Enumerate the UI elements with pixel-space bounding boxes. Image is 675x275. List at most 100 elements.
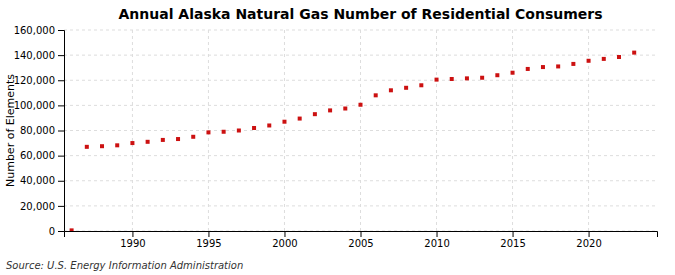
tick-mark: [58, 131, 64, 132]
tick-label: 2000: [272, 238, 297, 249]
tick-label: 1990: [120, 238, 145, 249]
tick: 140,000: [14, 50, 64, 61]
tick: 120,000: [14, 75, 64, 86]
point: [298, 117, 302, 121]
tick: 0: [49, 226, 64, 237]
grid-line: [512, 30, 513, 231]
tick-mark: [58, 30, 64, 31]
point: [602, 57, 606, 61]
point: [511, 71, 515, 75]
tick-label: 20,000: [20, 201, 55, 212]
point: [389, 88, 393, 92]
point: [252, 126, 256, 130]
point: [571, 62, 575, 66]
tick-mark: [58, 105, 64, 106]
tick-mark: [58, 55, 64, 56]
tick: 2005: [348, 231, 373, 249]
tick-mark: [58, 231, 64, 232]
point: [70, 228, 74, 231]
point: [632, 51, 636, 55]
tick: 160,000: [14, 25, 64, 36]
grid-line: [64, 80, 657, 81]
tick-label: 2020: [576, 238, 601, 249]
tick: 2020: [576, 231, 601, 249]
point: [495, 73, 499, 77]
tick-label: 2010: [424, 238, 449, 249]
point: [374, 93, 378, 97]
point: [556, 64, 560, 68]
point: [161, 138, 165, 142]
point: [343, 107, 347, 111]
point: [465, 76, 469, 80]
y-axis-title: Number of Elements: [4, 74, 17, 187]
grid-line: [284, 30, 285, 231]
point: [617, 55, 621, 59]
grid-line: [64, 30, 657, 31]
tick-mark: [361, 231, 362, 237]
point: [237, 129, 241, 133]
point: [130, 141, 134, 145]
point: [480, 76, 484, 80]
plot: 1990 1995 2000 2005 2010 2015 2020 0 20,000 40,00…: [14, 25, 658, 249]
tick-label: 2015: [500, 238, 525, 249]
x-axis: 1990 1995 2000 2005 2010 2015 2020: [65, 231, 658, 249]
tick: 40,000: [20, 175, 64, 186]
tick: 1990: [120, 231, 145, 249]
tick-mark: [58, 181, 64, 182]
point: [222, 130, 226, 134]
grid-line: [64, 155, 657, 156]
tick-label: 100,000: [14, 100, 55, 111]
x-axis-line: [65, 232, 658, 238]
point: [450, 77, 454, 81]
point: [404, 86, 408, 90]
point: [267, 123, 271, 127]
tick-label: 140,000: [14, 50, 55, 61]
tick: 2010: [424, 231, 449, 249]
tick-mark: [589, 231, 590, 237]
point: [100, 144, 104, 148]
point: [359, 103, 363, 107]
grid-line: [64, 130, 657, 131]
point: [115, 143, 119, 147]
point: [526, 67, 530, 71]
tick: 100,000: [14, 100, 64, 111]
point: [176, 137, 180, 141]
point: [191, 135, 195, 139]
y-axis-line: [58, 31, 65, 232]
tick-label: 120,000: [14, 75, 55, 86]
tick-mark: [58, 80, 64, 81]
tick-label: 0: [49, 226, 55, 237]
tick-label: 2005: [348, 238, 373, 249]
tick-mark: [208, 231, 209, 237]
point: [146, 140, 150, 144]
tick: 80,000: [20, 125, 64, 136]
y-axis: 0 20,000 40,000 60,000 80,000 100,000 120,000 1…: [14, 25, 65, 237]
tick: 20,000: [20, 201, 64, 212]
point: [206, 130, 210, 134]
tick: 60,000: [20, 150, 64, 161]
point: [541, 65, 545, 69]
tick-label: 80,000: [20, 125, 55, 136]
tick-mark: [58, 206, 64, 207]
grid: [64, 30, 657, 231]
tick-label: 1995: [196, 238, 221, 249]
source-note: Source: U.S. Energy Information Administ…: [6, 260, 243, 271]
tick-label: 40,000: [20, 175, 55, 186]
tick: 2000: [272, 231, 297, 249]
tick-mark: [132, 231, 133, 237]
tick: 1995: [196, 231, 221, 249]
grid-line: [64, 205, 657, 206]
point: [282, 120, 286, 124]
tick-mark: [437, 231, 438, 237]
point: [313, 112, 317, 116]
point: [328, 108, 332, 112]
point: [85, 145, 89, 149]
tick-label: 60,000: [20, 150, 55, 161]
tick-label: 160,000: [14, 25, 55, 36]
tick: 2015: [500, 231, 525, 249]
title: Annual Alaska Natural Gas Number of Resi…: [118, 6, 602, 22]
tick-mark: [513, 231, 514, 237]
grid-line: [64, 55, 657, 56]
tick-mark: [58, 156, 64, 157]
point: [587, 59, 591, 63]
